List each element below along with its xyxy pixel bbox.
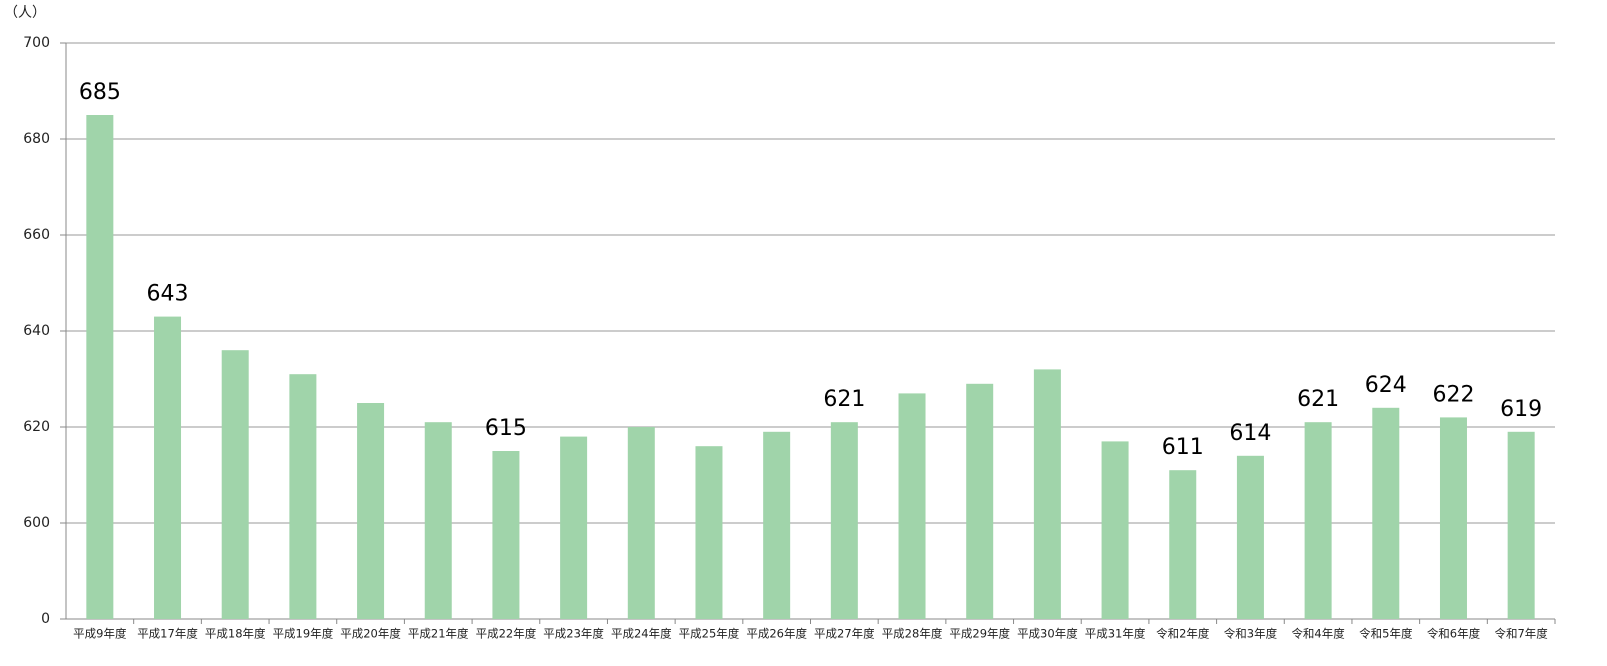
bar xyxy=(1101,441,1129,619)
y-tick-label: 700 xyxy=(23,35,50,51)
data-label: 621 xyxy=(823,387,865,412)
bar xyxy=(86,115,114,619)
x-tick-label: 平成21年度 xyxy=(408,627,469,641)
y-tick-label: 0 xyxy=(41,611,50,627)
bar xyxy=(154,316,182,619)
bar xyxy=(1236,455,1264,619)
x-tick-label: 令和6年度 xyxy=(1427,627,1481,641)
x-tick-label: 平成30年度 xyxy=(1017,627,1078,641)
bar xyxy=(695,446,723,619)
bar xyxy=(221,350,249,619)
data-label: 614 xyxy=(1229,421,1271,446)
bar xyxy=(289,374,317,619)
bar xyxy=(1507,431,1535,619)
bar xyxy=(1033,369,1061,619)
data-label: 643 xyxy=(147,282,189,307)
bar xyxy=(830,422,858,619)
y-tick-label: 600 xyxy=(23,515,50,531)
x-tick-label: 平成25年度 xyxy=(679,627,740,641)
bar xyxy=(898,393,926,619)
x-tick-label: 令和4年度 xyxy=(1291,627,1345,641)
data-label: 685 xyxy=(79,80,121,105)
bar xyxy=(560,436,588,619)
data-label: 611 xyxy=(1162,435,1204,460)
x-tick-label: 令和2年度 xyxy=(1156,627,1210,641)
data-label: 615 xyxy=(485,416,527,441)
data-label: 621 xyxy=(1297,387,1339,412)
bar xyxy=(966,383,994,619)
x-tick-label: 平成19年度 xyxy=(273,627,334,641)
y-tick-label: 640 xyxy=(23,323,50,339)
data-label: 622 xyxy=(1432,382,1474,407)
x-tick-label: 令和7年度 xyxy=(1494,627,1548,641)
x-tick-label: 平成23年度 xyxy=(543,627,604,641)
y-tick-label: 660 xyxy=(23,227,50,243)
x-tick-label: 平成28年度 xyxy=(882,627,943,641)
bar xyxy=(763,431,791,619)
bar xyxy=(627,427,655,619)
x-tick-label: 平成27年度 xyxy=(814,627,875,641)
unit-label: （人） xyxy=(4,5,46,21)
x-tick-label: 平成26年度 xyxy=(746,627,807,641)
bar xyxy=(1169,470,1197,619)
x-tick-label: 平成18年度 xyxy=(205,627,266,641)
bar xyxy=(424,422,452,619)
data-label: 624 xyxy=(1365,373,1407,398)
y-tick-label: 680 xyxy=(23,131,50,147)
x-tick-label: 平成24年度 xyxy=(611,627,672,641)
bar xyxy=(1372,407,1400,619)
x-tick-label: 平成20年度 xyxy=(340,627,401,641)
x-tick-label: 平成9年度 xyxy=(73,627,127,641)
x-tick-label: 令和5年度 xyxy=(1359,627,1413,641)
bar xyxy=(492,451,520,619)
x-tick-label: 平成17年度 xyxy=(137,627,198,641)
y-tick-label: 620 xyxy=(23,419,50,435)
data-label: 619 xyxy=(1500,397,1542,422)
x-tick-label: 令和3年度 xyxy=(1224,627,1278,641)
x-tick-label: 平成31年度 xyxy=(1085,627,1146,641)
bar xyxy=(1439,417,1467,619)
bar xyxy=(1304,422,1332,619)
bar xyxy=(357,403,385,619)
x-tick-label: 平成22年度 xyxy=(476,627,537,641)
x-tick-label: 平成29年度 xyxy=(949,627,1010,641)
